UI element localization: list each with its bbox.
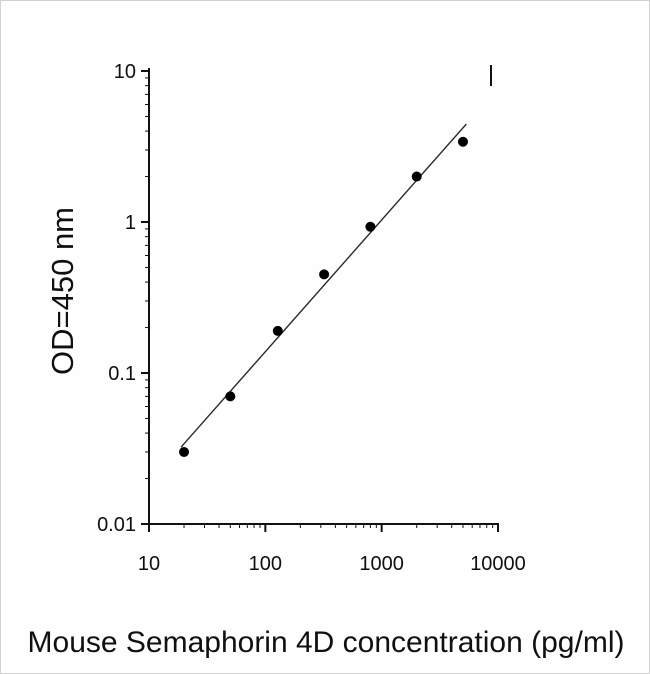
minor-tick-marks [145,77,494,528]
y-tick-label: 0.01 [97,514,136,536]
major-tick-marks [141,70,499,532]
y-tick-label: 0.1 [108,363,136,385]
axes [148,65,499,525]
data-point [272,325,283,336]
x-tick-label: 1000 [359,553,404,575]
data-point [365,221,376,232]
data-point [225,391,236,402]
data-point [457,136,468,147]
data-point [411,171,422,182]
x-axis-title: Mouse Semaphorin 4D concentration (pg/ml… [28,626,625,659]
data-points-group [179,136,468,457]
x-tick-label: 100 [249,553,282,575]
x-tick-label: 10000 [470,553,526,575]
y-tick-label: 10 [114,61,136,83]
tick-labels: 0.01 0.1 1 10 10 100 1000 10000 [97,61,526,575]
y-axis-title: OD=450 nm [45,207,80,375]
trend-line [180,123,467,448]
data-point [319,269,330,280]
x-tick-label: 10 [138,553,160,575]
y-tick-label: 1 [125,212,136,234]
trend-line-group [180,123,467,448]
data-point [179,446,190,457]
